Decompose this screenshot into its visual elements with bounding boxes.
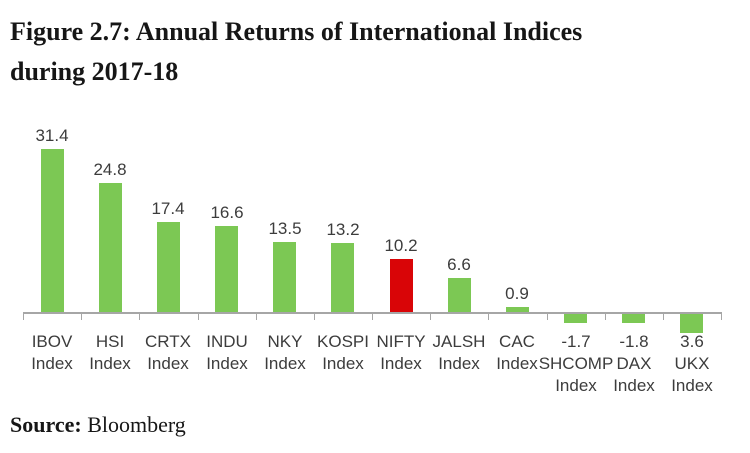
x-axis-tick <box>198 314 199 320</box>
category-label-nky-index: NKY <box>267 332 303 351</box>
source-value: Bloomberg <box>87 412 186 437</box>
x-axis-tick <box>663 314 664 320</box>
x-axis-tick <box>605 314 606 320</box>
bar-nifty-index <box>390 259 413 312</box>
category-label-jalsh-index: JALSH <box>432 332 486 351</box>
category-label-hsi-index: Index <box>89 354 131 373</box>
x-axis-tick <box>139 314 140 320</box>
category-label-dax-index: Index <box>613 376 655 395</box>
category-label-jalsh-index: Index <box>438 354 480 373</box>
category-label-kospi-index: Index <box>322 354 364 373</box>
bar-cac-index <box>506 307 529 312</box>
category-label-ibov-index: IBOV <box>31 332 73 351</box>
category-label-cac-index: Index <box>496 354 538 373</box>
x-axis-tick <box>23 314 24 320</box>
x-axis-tick <box>488 314 489 320</box>
value-label-nifty-index: 10.2 <box>384 236 418 255</box>
x-axis-tick <box>81 314 82 320</box>
bar-ukx-index <box>680 314 703 333</box>
category-label-ibov-index: Index <box>31 354 73 373</box>
category-label-hsi-index: HSI <box>95 332 125 351</box>
value-label-jalsh-index: 6.6 <box>447 255 471 274</box>
category-label-indu-index: Index <box>206 354 248 373</box>
category-label-nifty-index: Index <box>380 354 422 373</box>
value-label-crtx-index: 17.4 <box>151 199 185 218</box>
source-line: Source: Bloomberg <box>10 412 186 438</box>
x-axis-tick <box>721 314 722 320</box>
value-label-shcomp-index: -1.7 <box>561 332 591 351</box>
bar-kospi-index <box>331 243 354 312</box>
value-label-ukx-index: 3.6 <box>680 332 704 351</box>
category-label-cac-index: CAC <box>499 332 535 351</box>
figure-title-line2: during 2017-18 <box>10 57 179 86</box>
x-axis-tick <box>430 314 431 320</box>
value-label-nky-index: 13.5 <box>268 219 302 238</box>
value-label-cac-index: 0.9 <box>505 284 529 303</box>
value-label-indu-index: 16.6 <box>210 203 244 222</box>
value-label-ibov-index: 31.4 <box>35 126 69 145</box>
bar-shcomp-index <box>564 314 587 323</box>
bar-jalsh-index <box>448 278 471 312</box>
value-label-hsi-index: 24.8 <box>93 160 127 179</box>
x-axis-tick <box>547 314 548 320</box>
category-label-ukx-index: Index <box>671 376 713 395</box>
category-label-ukx-index: UKX <box>674 354 710 373</box>
category-label-shcomp-index: SHCOMP <box>538 354 614 373</box>
category-label-crtx-index: Index <box>147 354 189 373</box>
category-label-kospi-index: KOSPI <box>317 332 369 351</box>
x-axis-tick <box>372 314 373 320</box>
source-label: Source: <box>10 412 82 437</box>
category-label-nky-index: Index <box>264 354 306 373</box>
bar-hsi-index <box>99 183 122 312</box>
bar-dax-index <box>622 314 645 323</box>
bar-indu-index <box>215 226 238 312</box>
figure-title: Figure 2.7: Annual Returns of Internatio… <box>10 12 748 92</box>
category-label-indu-index: INDU <box>206 332 248 351</box>
category-label-crtx-index: CRTX <box>145 332 191 351</box>
category-label-dax-index: DAX <box>616 354 652 373</box>
category-label-shcomp-index: Index <box>555 376 597 395</box>
x-axis-tick <box>314 314 315 320</box>
category-label-nifty-index: NIFTY <box>376 332 426 351</box>
bar-ibov-index <box>41 149 64 312</box>
value-label-kospi-index: 13.2 <box>326 220 360 239</box>
x-axis-tick <box>256 314 257 320</box>
x-axis-line <box>23 312 722 314</box>
figure-title-line1: Figure 2.7: Annual Returns of Internatio… <box>10 17 583 46</box>
bar-nky-index <box>273 242 296 312</box>
value-label-dax-index: -1.8 <box>619 332 649 351</box>
bar-crtx-index <box>157 222 180 312</box>
